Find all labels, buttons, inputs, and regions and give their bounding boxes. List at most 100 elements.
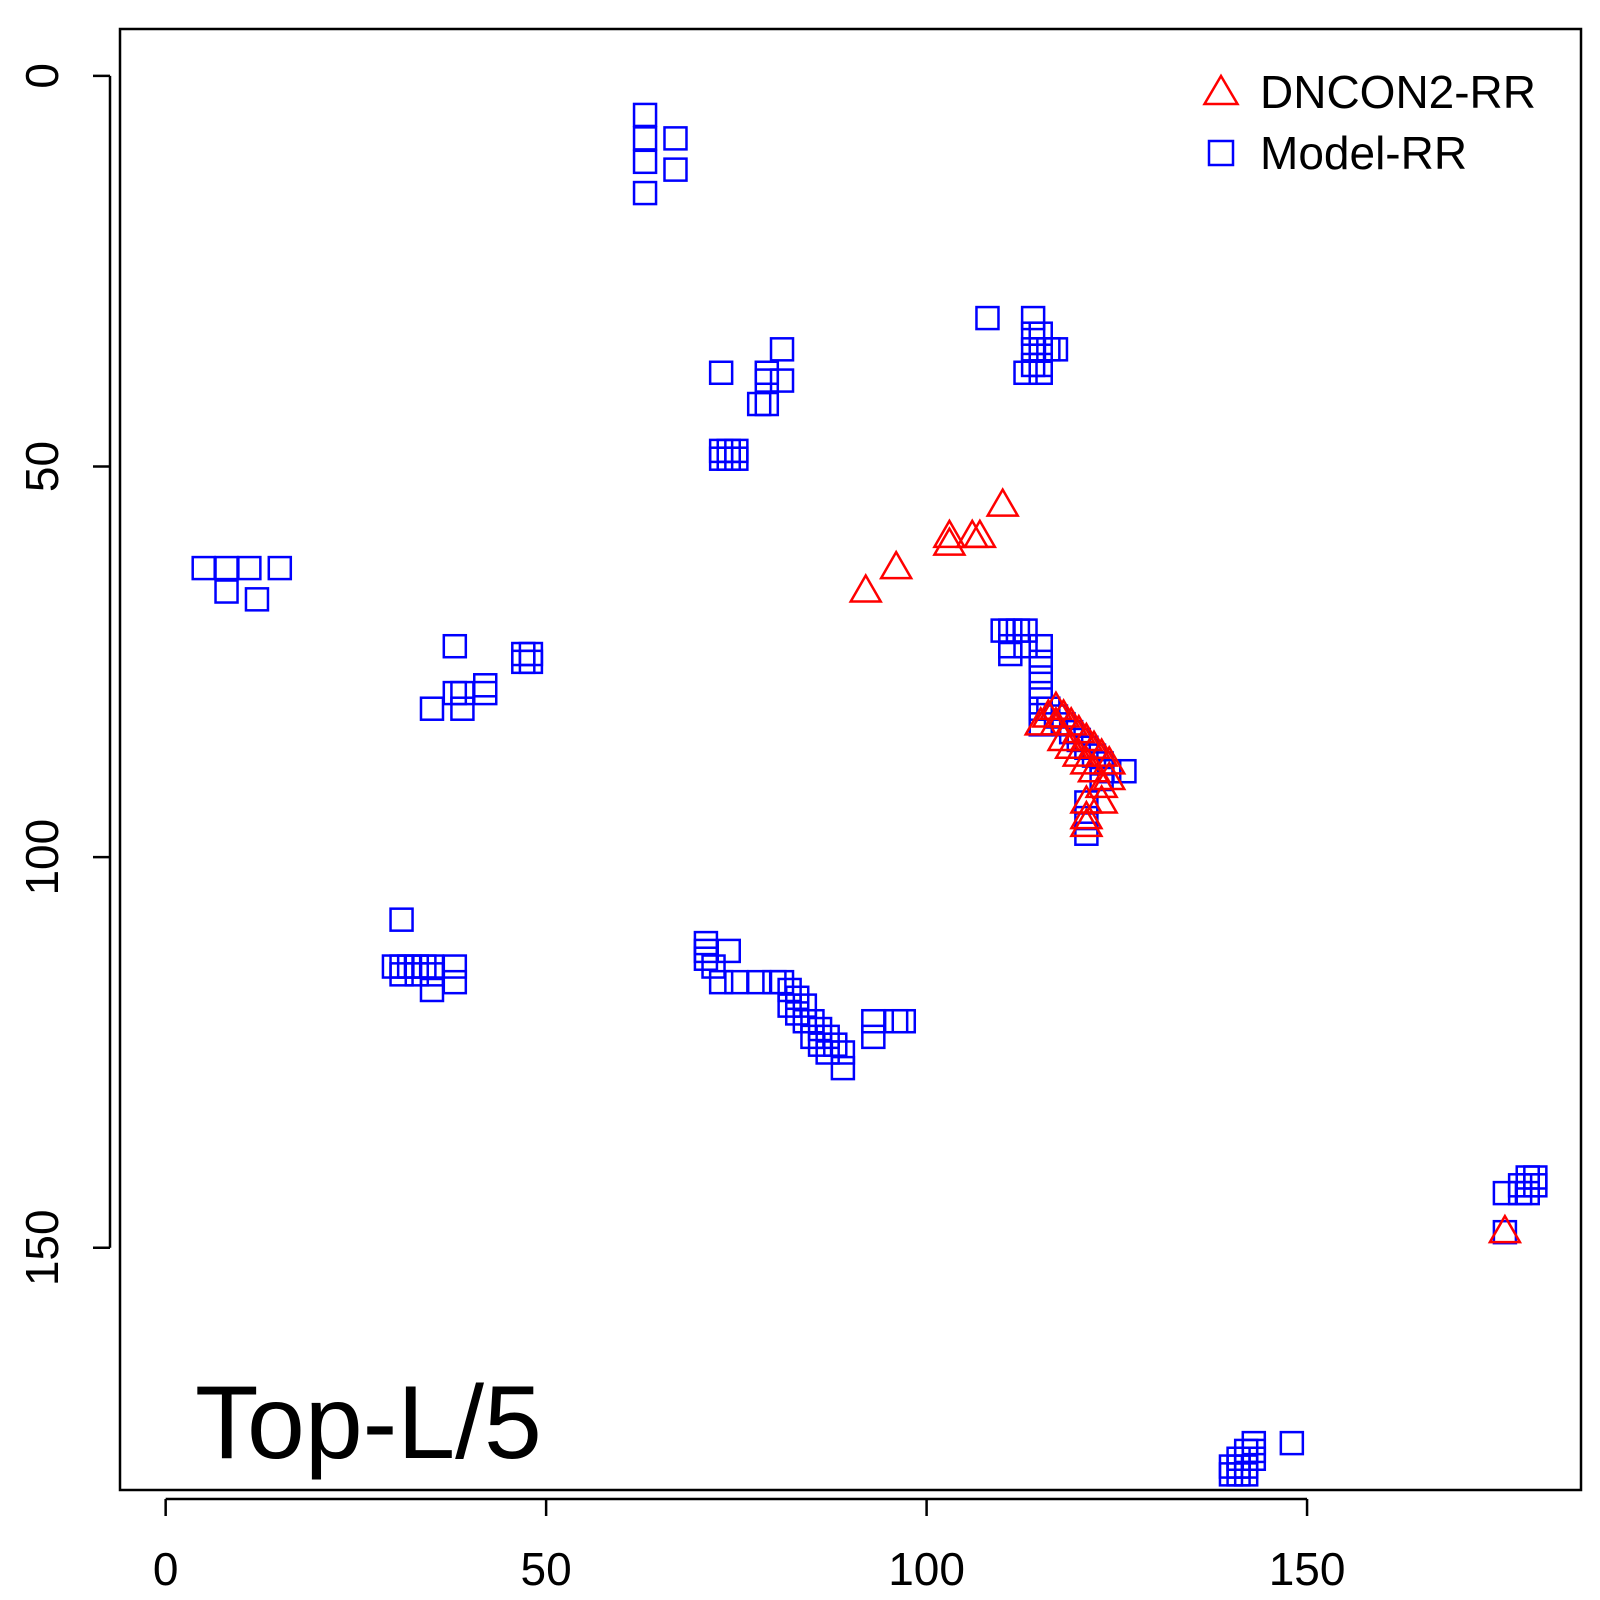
data-point-square (1036, 337, 1061, 362)
data-point-square (1515, 1173, 1540, 1198)
data-point-square (389, 962, 414, 987)
data-point-square (632, 102, 658, 128)
data-point-square (511, 641, 536, 667)
data-point-square (693, 930, 719, 956)
y-tick-label: 50 (16, 441, 68, 492)
data-point-square (1492, 1180, 1518, 1206)
x-tick-label: 0 (153, 1543, 179, 1595)
data-point-square (419, 696, 445, 721)
data-point-square (769, 337, 795, 362)
data-point-square (267, 555, 293, 581)
data-point-square (746, 391, 772, 417)
data-point-square (632, 149, 658, 175)
data-point-square (1005, 618, 1031, 643)
data-point-square (800, 1024, 825, 1050)
data-point-triangle (1076, 752, 1112, 783)
data-point-square (777, 993, 802, 1018)
series-dncon2-rr (848, 487, 1523, 1244)
data-point-square (693, 946, 719, 971)
data-point-square (815, 1024, 840, 1050)
y-axis: 0 50 100 150 (16, 63, 112, 1286)
series-model-rr (191, 102, 1548, 1487)
data-point-square (442, 954, 468, 979)
data-point-square (381, 954, 407, 979)
data-point-square (442, 633, 468, 659)
data-point-square (746, 969, 772, 995)
data-point-triangle (1487, 1213, 1523, 1244)
data-point-square (830, 1055, 856, 1081)
data-point-triangle (1092, 744, 1127, 775)
data-point-square (1233, 1462, 1259, 1487)
data-point-square (632, 180, 658, 206)
data-point-square (800, 1008, 825, 1034)
data-point-triangle (848, 573, 883, 603)
data-point-square (990, 618, 1015, 643)
data-point-square (716, 938, 741, 964)
y-tick-label: 150 (16, 1209, 68, 1286)
data-point-square (883, 1008, 909, 1034)
data-point-square (823, 1032, 848, 1057)
data-point-square (396, 954, 422, 979)
data-point-triangle (1092, 760, 1127, 791)
legend-label-model: Model-RR (1260, 127, 1467, 179)
data-point-square (1523, 1165, 1548, 1190)
data-point-triangle (1069, 721, 1104, 752)
y-tick-label: 100 (16, 819, 68, 896)
data-point-square (1028, 337, 1053, 362)
data-point-square (419, 954, 445, 979)
data-point-square (1233, 1438, 1259, 1464)
data-point-square (442, 969, 468, 995)
data-point-square (861, 1024, 886, 1050)
data-point-square (708, 438, 734, 464)
data-point-square (632, 126, 658, 151)
data-point-square (1492, 1219, 1518, 1245)
data-point-triangle (1069, 799, 1104, 830)
series-layer (191, 102, 1548, 1487)
data-point-square (442, 680, 468, 706)
data-point-square (1013, 360, 1038, 386)
data-point-square (807, 1032, 833, 1057)
x-axis: 0 50 100 150 (153, 1497, 1345, 1595)
data-point-square (861, 1008, 886, 1034)
data-point-square (237, 555, 262, 581)
data-point-square (1020, 321, 1046, 346)
data-point-square (815, 1040, 840, 1065)
data-point-square (412, 954, 437, 979)
y-tick-label: 0 (16, 63, 68, 89)
legend: DNCON2-RR Model-RR (1202, 66, 1536, 179)
legend-marker-model (1207, 139, 1235, 167)
data-point-square (708, 446, 734, 471)
data-point-triangle (932, 526, 967, 556)
data-point-triangle (1054, 729, 1089, 760)
data-point-square (762, 969, 787, 995)
data-point-square (830, 1040, 856, 1065)
data-point-triangle (1076, 729, 1112, 760)
data-point-square (1074, 821, 1099, 846)
data-point-triangle (1084, 768, 1119, 799)
data-point-square (419, 962, 445, 987)
plot-frame (118, 27, 1583, 1492)
data-point-triangle (1046, 721, 1081, 752)
data-point-square (754, 360, 780, 386)
data-point-square (1043, 337, 1069, 362)
data-point-square (473, 680, 498, 706)
data-point-square (1028, 360, 1053, 386)
data-point-triangle (1046, 698, 1081, 728)
data-point-square (1013, 633, 1038, 659)
data-point-square (191, 555, 216, 581)
data-point-square (450, 696, 475, 721)
data-point-square (518, 649, 544, 675)
data-point-triangle (932, 518, 967, 549)
data-point-square (708, 969, 734, 995)
data-point-triangle (1061, 713, 1096, 744)
data-point-square (693, 938, 719, 964)
data-point-square (724, 438, 749, 464)
data-point-square (807, 1016, 833, 1042)
data-point-square (792, 993, 818, 1018)
data-point-square (1226, 1462, 1251, 1487)
data-point-square (1279, 1430, 1305, 1456)
data-point-square (1233, 1446, 1259, 1471)
data-point-triangle (1084, 737, 1119, 767)
data-point-square (1241, 1438, 1267, 1464)
